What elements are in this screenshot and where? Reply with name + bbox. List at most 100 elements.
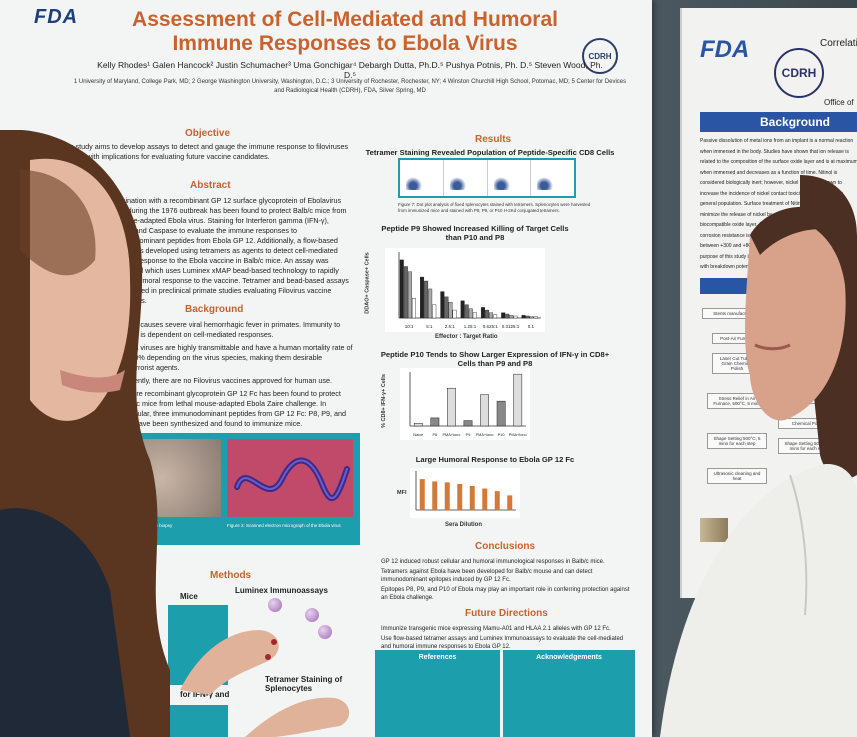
humoral-bar (444, 482, 450, 510)
killing-bar (407, 271, 412, 319)
results-heading: Results (475, 134, 512, 145)
ifn-bar (496, 400, 506, 427)
facs-dot-plots (398, 158, 576, 198)
killing-bar (480, 307, 485, 319)
killing-bar (452, 309, 457, 319)
killing-bar (509, 315, 514, 319)
dot-plot (488, 160, 532, 196)
ifn-subheading: for IFN-γ and (180, 690, 230, 699)
cdrh-seal-logo: CDRH (582, 38, 618, 74)
main-poster: FDA Assessment of Cell-Mediated and Humo… (0, 0, 652, 737)
poster-authors: Kelly Rhodes¹ Galen Hancock² Justin Schu… (97, 60, 603, 80)
killing-bar (444, 296, 449, 319)
future-directions-heading: Future Directions (465, 608, 548, 619)
abstract-heading: Abstract (190, 180, 231, 191)
future-item: Immunize transgenic mice expressing Mamu… (381, 626, 611, 632)
killing-bar (432, 304, 437, 319)
humoral-x-label: Sera Dilution (445, 522, 483, 528)
objective-text: This study aims to develop assays to det… (60, 142, 349, 161)
ifn-bar (447, 387, 456, 427)
luminex-bead-icon (318, 625, 332, 639)
killing-bar (464, 304, 469, 319)
killing-bar (460, 300, 465, 319)
ebola-micrograph (227, 439, 353, 517)
fda-logo: FDA (700, 36, 750, 63)
killing-bar (472, 312, 477, 319)
conclusion-item: Tetramers against Ebola have been develo… (381, 569, 593, 583)
humoral-bar (482, 488, 488, 510)
poster-right-column: Results Tetramer Staining Revealed Popul… (365, 130, 645, 737)
humoral-bar (469, 485, 475, 510)
ifn-bar-chart: Naive P8 PMA+Iono P9 PMA+Iono P10 PMA+Iono (400, 368, 530, 440)
killing-bar (411, 298, 416, 319)
poster2-title: Correlati (820, 38, 857, 49)
conclusions-list: GP 12 induced robust cellular and humora… (381, 558, 631, 602)
background-item: Currently, there are no Filovirus vaccin… (120, 376, 332, 385)
humoral-bar (507, 495, 513, 510)
person-left-woman (0, 130, 170, 737)
luminex-subheading: Luminex Immunoassays (235, 586, 328, 595)
ifn-bar (463, 420, 473, 427)
killing-tick-label: 1.25:1 (464, 324, 477, 329)
mice-subheading: Mice (180, 592, 198, 601)
killing-y-label: DDAO+ Caspase+ Cells (364, 252, 371, 314)
ifn-bar (480, 394, 489, 427)
conclusion-item: Epitopes P8, P9, and P10 of Ebola may pl… (381, 587, 630, 601)
ifn-tick-label: P9 (466, 433, 471, 437)
humoral-y-label: MFI (397, 490, 407, 496)
flow-step: Stress Relief in Air Furnace, 500°C, 5 m… (707, 393, 767, 409)
references-heading: References (418, 654, 457, 661)
fig-killing-title: Peptide P9 Showed Increased Killing of T… (381, 224, 569, 242)
acknowledgements-box: Acknowledgements (503, 650, 635, 737)
poster-title-line2: Immune Responses to Ebola Virus (172, 32, 518, 55)
fig-tetramer-caption: Figure 7: Dot plot analysis of fixed spl… (398, 202, 591, 213)
luminex-bead-icon (268, 598, 282, 612)
dot-plot (531, 160, 574, 196)
killing-bar-chart: 10:1 5:1 2.5:1 1.25:1 0.625:1 0.3125:1 0.1 (385, 248, 545, 332)
ifn-tick-label: PMA+Iono (476, 433, 494, 437)
killing-tick-label: 0.1 (528, 324, 535, 329)
ifn-method-panel (168, 705, 228, 737)
luminex-bead-icon (305, 608, 319, 622)
ifn-tick-label: P8 (433, 433, 438, 437)
objective-heading: Objective (185, 128, 231, 139)
ifn-tick-label: PMA+Iono (443, 433, 461, 437)
methods-heading: Methods (210, 570, 252, 581)
humoral-bar (432, 481, 438, 510)
flow-step: Ultrasonic cleaning and heat (707, 468, 767, 484)
killing-bar (428, 288, 433, 319)
references-box: References (375, 650, 500, 737)
future-item: Use flow-based tetramer assays and Lumin… (381, 636, 624, 650)
poster-title: Assessment of Cell-Mediated and Humoral … (100, 8, 590, 56)
killing-bar (489, 312, 494, 319)
killing-bar (484, 309, 489, 319)
killing-bar (440, 291, 445, 319)
conclusion-item: GP 12 induced robust cellular and humora… (381, 559, 605, 565)
killing-bar (493, 314, 498, 319)
background-heading: Background (185, 304, 244, 315)
fig-tetramer-title: Tetramer Staining Revealed Population of… (365, 148, 615, 157)
poster-title-line1: Assessment of Cell-Mediated and Humoral (132, 8, 558, 31)
fda-logo: FDA (34, 6, 79, 28)
humoral-bar-chart (410, 468, 520, 518)
person-right-woman (660, 175, 857, 737)
flow-step: Shape Setting 500°C, 5 mins for each ste… (707, 433, 767, 449)
killing-x-label: Effector : Target Ratio (435, 334, 498, 340)
ifn-tick-label: Naive (413, 433, 423, 437)
future-directions-list: Immunize transgenic mice expressing Mamu… (381, 625, 631, 651)
conclusions-heading: Conclusions (475, 541, 536, 552)
humoral-bar (494, 491, 500, 510)
killing-bar (468, 308, 473, 319)
gesturing-hand (180, 630, 279, 695)
stent-photo (700, 518, 728, 542)
killing-bar (525, 315, 530, 319)
killing-tick-label: 2.5:1 (445, 324, 456, 329)
ifn-bar (513, 373, 523, 427)
acknowledgements-heading: Acknowledgements (536, 654, 602, 661)
killing-bar (505, 313, 510, 319)
killing-tick-label: 0.3125:1 (502, 324, 520, 329)
humoral-bar (419, 479, 425, 510)
cdrh-seal-logo: CDRH (774, 48, 824, 98)
killing-bar (513, 315, 518, 319)
killing-bar (420, 276, 425, 319)
